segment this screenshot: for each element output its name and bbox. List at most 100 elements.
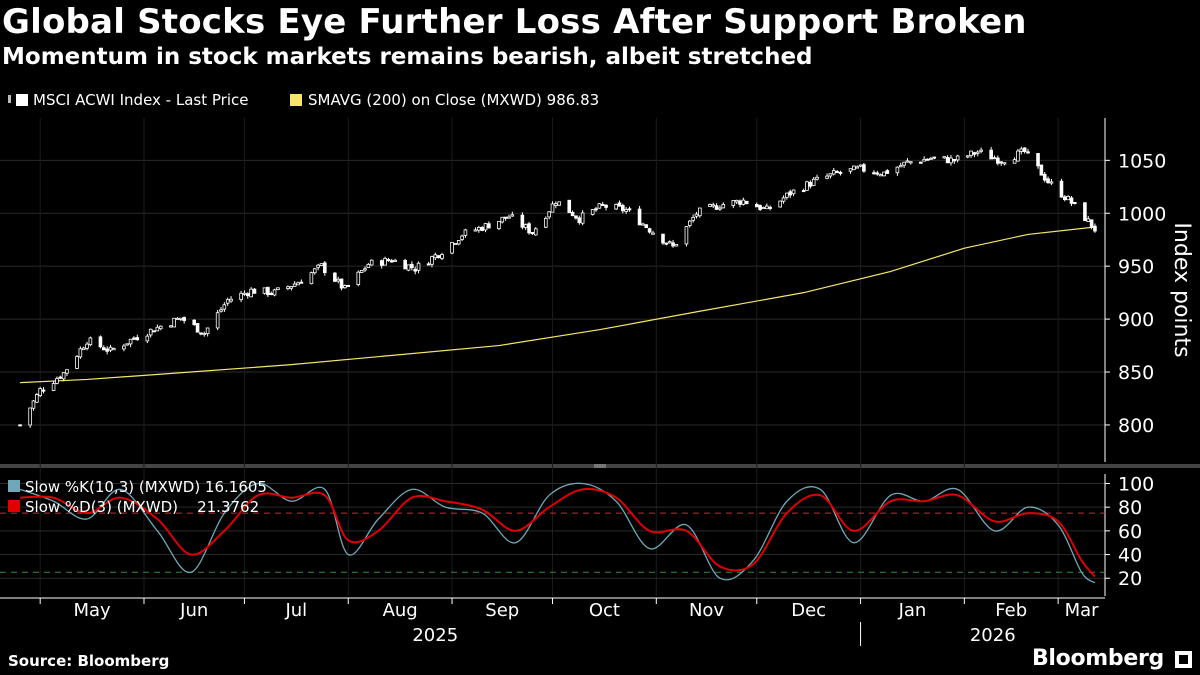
candle-body <box>885 170 890 174</box>
candle-body <box>878 174 883 177</box>
candle-body <box>975 151 980 154</box>
candle-body <box>808 182 813 187</box>
candle-body <box>426 263 431 266</box>
candle-body <box>684 226 689 245</box>
candle-body <box>410 263 414 269</box>
candle-body <box>245 293 250 297</box>
candle-body <box>929 158 933 161</box>
candle-body <box>597 203 602 209</box>
candle-body <box>393 259 397 262</box>
candle-body <box>955 155 960 161</box>
source-note: Source: Bloomberg <box>8 652 170 670</box>
candle-body <box>88 337 93 346</box>
candle-body <box>580 212 585 224</box>
candle-body <box>128 338 133 345</box>
candle-body <box>252 288 257 294</box>
candle-body <box>761 206 766 209</box>
candle-body <box>416 262 421 271</box>
candle-body <box>179 317 183 320</box>
candle-body <box>731 200 736 206</box>
candle-body <box>801 190 806 193</box>
candle-body <box>567 199 572 213</box>
candle-body <box>413 268 418 272</box>
candle-body <box>992 157 997 160</box>
candle-body <box>112 348 116 351</box>
candle-body <box>192 319 197 326</box>
candle-body <box>674 244 679 247</box>
price-tick-label: 900 <box>1118 309 1154 331</box>
candle-body <box>38 388 42 396</box>
candle-body <box>61 372 66 380</box>
candle-body <box>788 191 793 196</box>
candle-body <box>510 214 515 217</box>
candle-body <box>51 383 56 391</box>
candle-body <box>1046 178 1050 184</box>
candle-body <box>453 243 458 246</box>
candle-body <box>339 278 344 289</box>
candle-body <box>125 343 130 346</box>
candle-body <box>741 199 746 205</box>
candle-body <box>1026 151 1030 154</box>
price-tick-label: 950 <box>1118 256 1154 278</box>
candle-body <box>952 159 957 162</box>
candle-body <box>195 323 200 333</box>
candle-body <box>145 335 150 342</box>
candle-body <box>135 337 140 341</box>
candle-body <box>323 262 327 274</box>
price-tick-label: 1000 <box>1118 203 1166 225</box>
candle-body <box>765 205 769 210</box>
stoch-tick-label: 40 <box>1118 545 1142 567</box>
candle-body <box>450 241 454 254</box>
candle-body <box>386 259 391 262</box>
candle-body <box>989 149 993 160</box>
candle-body <box>734 199 739 203</box>
candle-body <box>369 259 374 266</box>
slow-d-legend-swatch <box>8 500 20 512</box>
x-month-label: Mar <box>1065 600 1100 621</box>
candle-body <box>503 216 508 219</box>
candle-body <box>379 260 384 266</box>
x-month-label: Sep <box>485 600 519 621</box>
candle-body <box>148 328 153 336</box>
candle-body <box>299 281 304 284</box>
x-year-label: 2026 <box>970 625 1016 646</box>
candle-body <box>105 348 109 352</box>
candle-body <box>85 343 89 349</box>
candle-body <box>1083 202 1087 222</box>
candle-body <box>18 424 22 427</box>
candle-body <box>852 165 856 171</box>
candle-body <box>965 155 970 158</box>
candle-body <box>919 161 923 164</box>
candle-body <box>316 264 320 268</box>
candle-body <box>667 241 672 244</box>
candle-body <box>544 217 548 228</box>
candle-body <box>651 232 655 235</box>
candle-body <box>908 161 913 164</box>
candle-body <box>554 203 558 206</box>
x-month-label: Jan <box>898 600 927 621</box>
candle-body <box>898 165 903 168</box>
sma-legend-label: SMAVG (200) on Close (MXWD) 986.83 <box>308 91 599 109</box>
candle-body <box>460 235 464 240</box>
candle-body <box>848 168 853 172</box>
candle-body <box>627 208 632 211</box>
candle-body <box>239 292 243 300</box>
candle-body <box>714 205 719 210</box>
candle-body <box>711 204 716 207</box>
x-month-label: Jul <box>284 600 307 621</box>
x-month-label: Jun <box>179 600 208 621</box>
candle-body <box>768 206 772 209</box>
x-month-label: Feb <box>995 600 1027 621</box>
sma-legend-swatch <box>290 94 302 106</box>
candle-body <box>75 356 79 369</box>
candle-body <box>691 217 695 221</box>
candle-body <box>276 287 280 291</box>
candle-body <box>721 204 726 209</box>
candle-body <box>182 317 186 321</box>
candle-body <box>28 407 32 426</box>
candle-body <box>547 211 551 218</box>
candle-body <box>520 214 525 228</box>
candle-body <box>577 217 582 223</box>
candle-body <box>266 286 270 296</box>
